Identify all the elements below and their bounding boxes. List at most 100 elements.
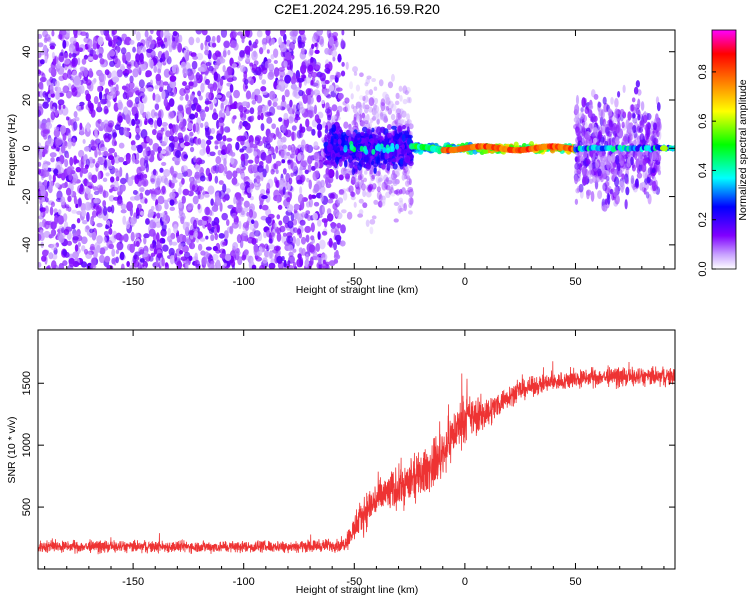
heatmap-cell [397, 205, 402, 214]
heatmap-cell [93, 190, 100, 196]
heatmap-cell [363, 95, 369, 103]
heatmap-cell [178, 243, 183, 249]
heatmap-cell [365, 219, 370, 227]
heatmap-cell [316, 123, 323, 131]
heatmap-cell [97, 85, 102, 93]
heatmap-cell [655, 117, 661, 124]
heatmap-cell [49, 45, 55, 50]
heatmap-cell [577, 155, 582, 163]
heatmap-cell [379, 109, 384, 117]
heatmap-cell [304, 225, 312, 234]
heatmap-cell [341, 30, 345, 36]
heatmap-cell [78, 149, 85, 158]
heatmap-cell [185, 51, 190, 61]
heatmap-cell [253, 145, 258, 154]
heatmap-cell [73, 121, 78, 131]
heatmap-cell [246, 187, 253, 194]
heatmap-cell [209, 86, 214, 94]
heatmap-cell [149, 79, 154, 86]
heatmap-cell [375, 170, 381, 177]
heatmap-cell [62, 213, 68, 222]
heatmap-cell [289, 31, 293, 37]
heatmap-cell [265, 30, 271, 36]
heatmap-cell [242, 222, 249, 229]
heatmap-cell [321, 218, 329, 223]
heatmap-cell [127, 176, 134, 187]
heatmap-cell [237, 135, 244, 142]
heatmap-cell [639, 133, 645, 143]
heatmap-cell [75, 166, 82, 173]
heatmap-cell [270, 54, 275, 60]
heatmap-cell [365, 163, 371, 168]
heatmap-cell [598, 130, 603, 141]
heatmap-cell [311, 128, 316, 136]
heatmap-cell [296, 130, 302, 139]
heatmap-cell [361, 121, 367, 128]
heatmap-cell [390, 184, 394, 190]
heatmap-cell [68, 52, 72, 59]
heatmap-cell [208, 209, 213, 216]
heatmap-cell [80, 31, 87, 37]
heatmap-cell [287, 244, 294, 252]
heatmap-cell [42, 44, 48, 54]
heatmap-cell [326, 155, 332, 161]
heatmap-cell [136, 166, 142, 176]
heatmap-cell [279, 69, 286, 78]
heatmap-cell [231, 63, 238, 68]
heatmap-cell [230, 40, 238, 48]
heatmap-cell [300, 47, 306, 55]
heatmap-cell [145, 70, 152, 78]
heatmap-cell [66, 166, 71, 175]
heatmap-cell [356, 110, 361, 117]
heatmap-cell [362, 202, 368, 209]
heatmap-cell [57, 99, 65, 106]
figure-title: C2E1.2024.295.16.59.R20 [274, 1, 440, 17]
heatmap-cell [343, 170, 347, 177]
heatmap-cell [345, 61, 349, 70]
heatmap-cell [398, 207, 404, 212]
heatmap-cell [50, 229, 55, 239]
heatmap-cell [579, 156, 585, 162]
heatmap-cell [103, 159, 108, 169]
heatmap-cell [174, 125, 178, 135]
heatmap-cell [54, 214, 59, 225]
heatmap-cell [41, 197, 45, 203]
heatmap-cell [163, 68, 171, 78]
heatmap-cell [198, 95, 203, 101]
heatmap-cell [85, 79, 92, 86]
heatmap-cell [38, 103, 43, 109]
heatmap-cell [191, 183, 199, 193]
heatmap-cell [641, 158, 648, 165]
heatmap-cell [66, 153, 70, 159]
heatmap-cell [59, 125, 67, 134]
heatmap-cell [613, 110, 619, 118]
heatmap-cell [177, 132, 183, 139]
heatmap-cell [270, 168, 275, 175]
heatmap-cell [393, 201, 400, 207]
heatmap-cell [248, 40, 252, 46]
heatmap-cell [180, 216, 185, 225]
heatmap-cell [387, 132, 393, 139]
heatmap-cell [222, 241, 228, 246]
heatmap-cell [308, 194, 313, 200]
heatmap-cell [627, 111, 632, 121]
heatmap-cell [160, 30, 164, 38]
heatmap-cell [139, 258, 145, 263]
heatmap-cell [80, 236, 88, 245]
heatmap-cell [98, 53, 103, 59]
heatmap-cell [362, 189, 367, 198]
heatmap-cell [387, 81, 394, 89]
heatmap-cell [144, 30, 149, 38]
heatmap-cell [205, 145, 211, 155]
heatmap-cell [358, 209, 364, 215]
heatmap-cell [262, 44, 267, 51]
heatmap-cell [130, 140, 136, 146]
heatmap-cell [392, 135, 397, 142]
heatmap-cell [156, 212, 161, 219]
heatmap-cell [633, 86, 639, 95]
heatmap-cell [239, 120, 243, 129]
heatmap-cell [297, 193, 304, 204]
heatmap-cell [317, 219, 322, 227]
heatmap-cell [579, 111, 584, 120]
